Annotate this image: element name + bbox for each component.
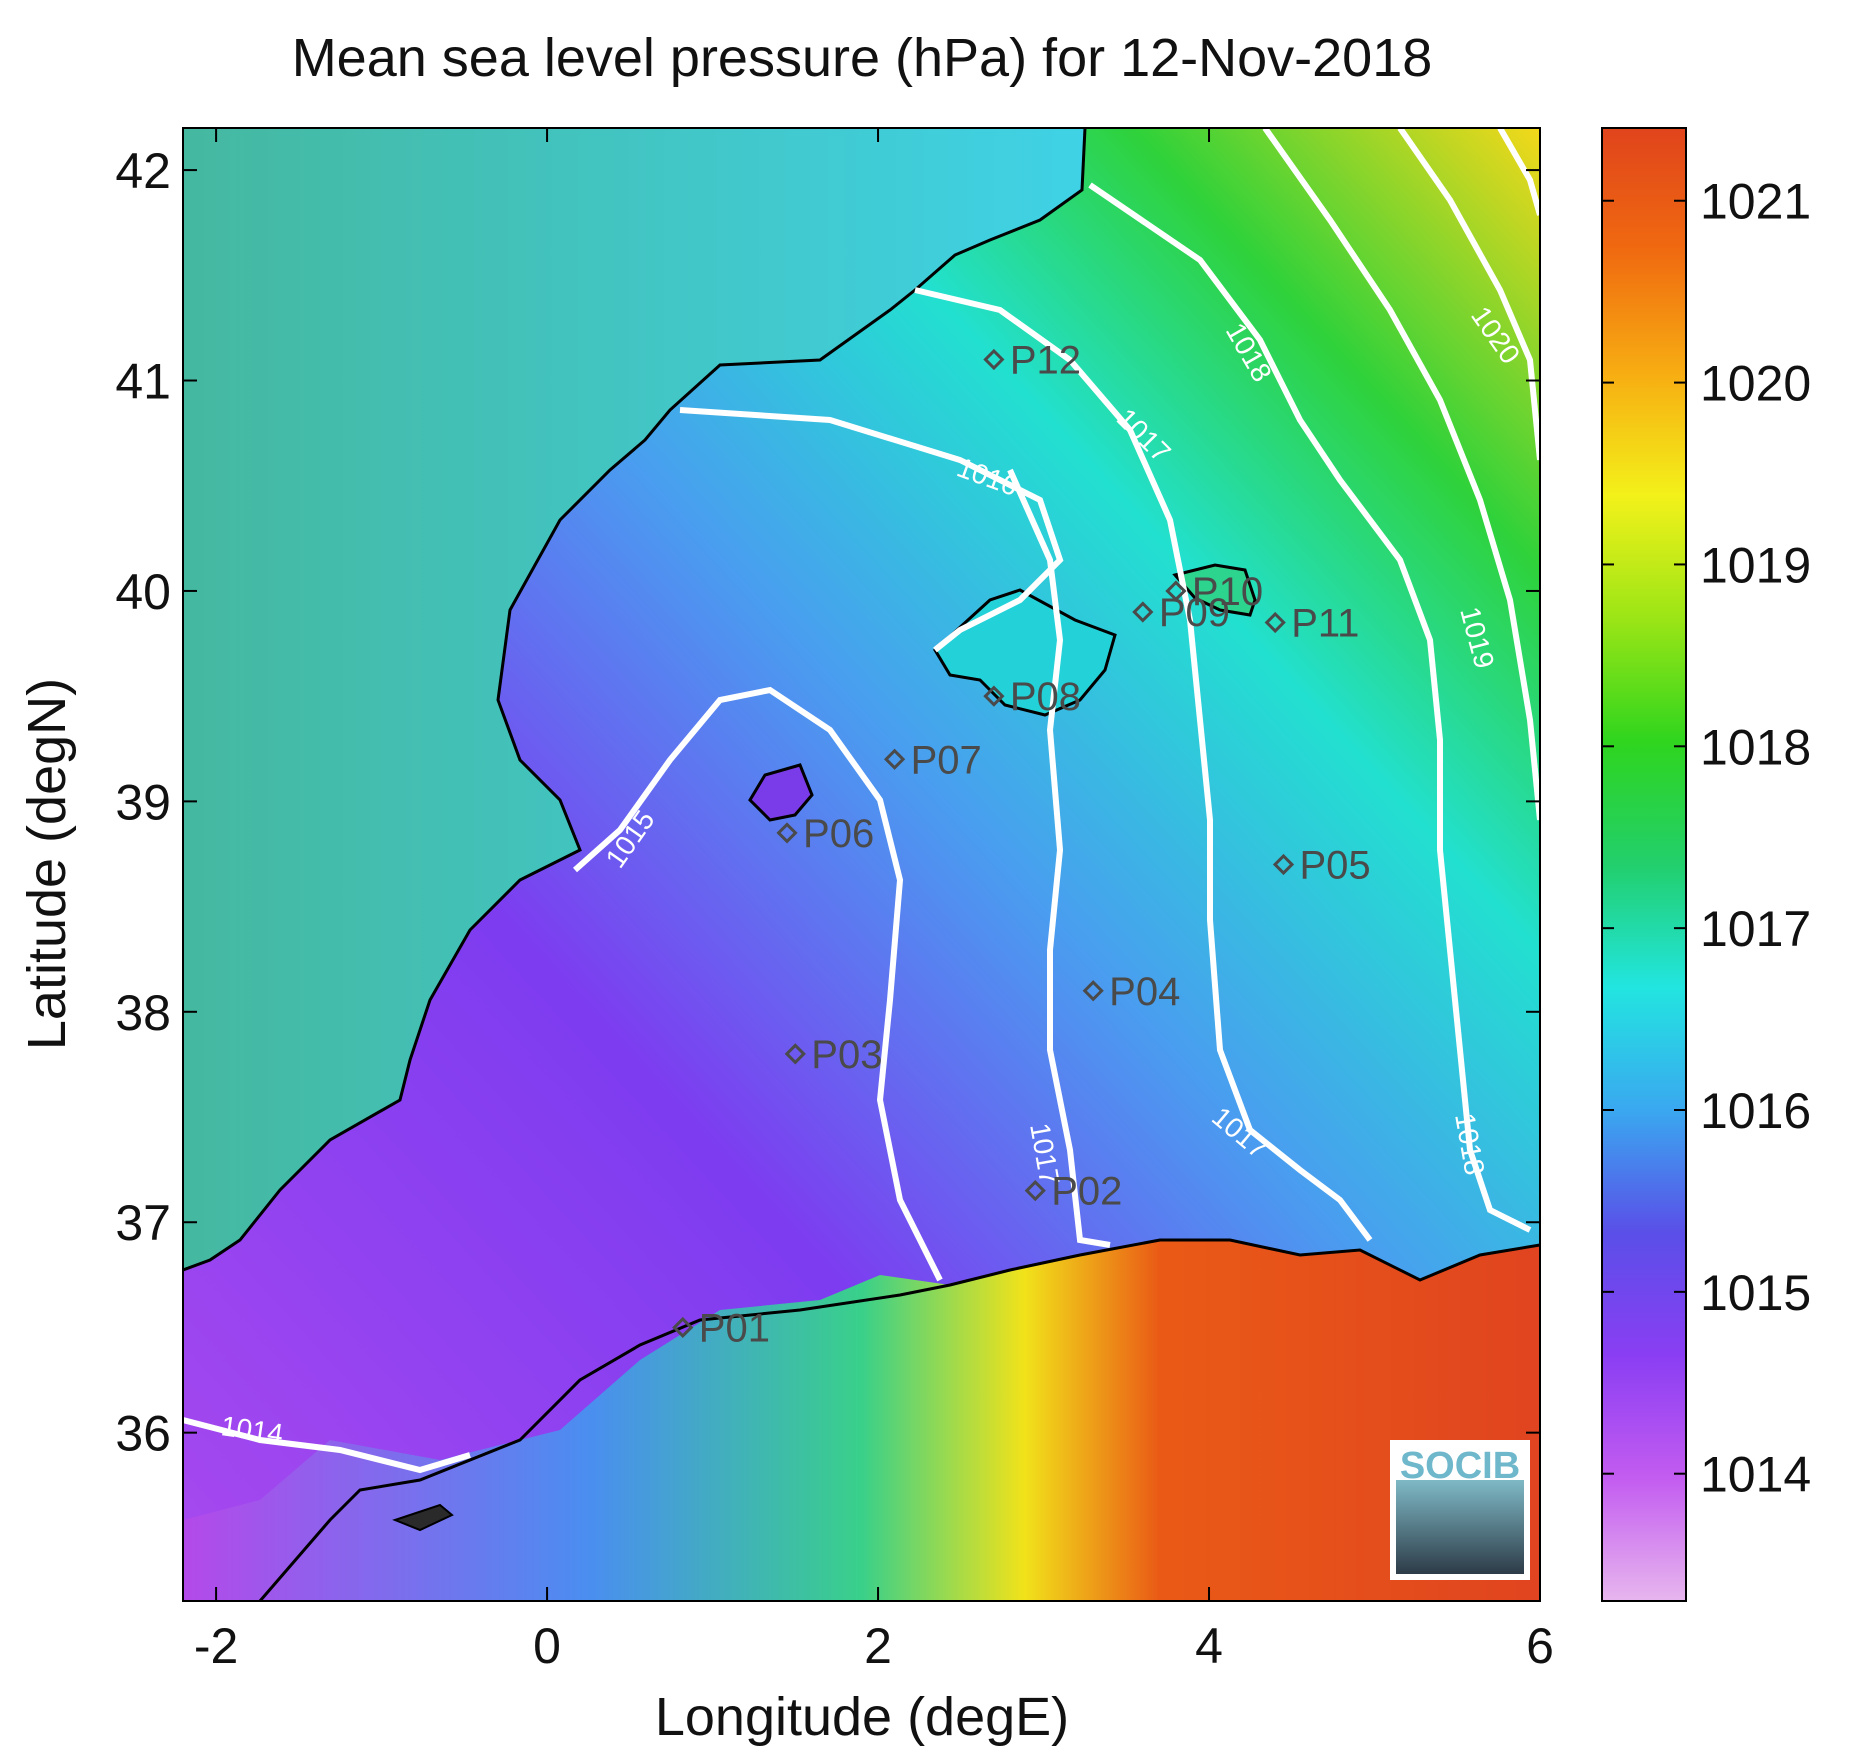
station-label: P01 (699, 1306, 770, 1350)
x-tick-label: 6 (1526, 1618, 1554, 1674)
colorbar-ticks: 1014 1015 1016 1017 1018 1019 1020 1021 (1602, 174, 1811, 1503)
x-tick-label: -2 (194, 1618, 238, 1674)
isobar-1019 (1262, 128, 1540, 821)
colorbar-tick-label: 1015 (1700, 1265, 1811, 1321)
isobar-1018 (1088, 182, 1532, 1233)
station-p06: P06 (776, 812, 874, 856)
y-tick-label: 39 (115, 774, 171, 830)
y-axis-label: Latitude (degN) (17, 678, 77, 1050)
station-marker-icon (1165, 580, 1187, 602)
colorbar-tick-label: 1014 (1700, 1447, 1811, 1503)
station-marker-icon (776, 822, 798, 844)
isobar-1016 (679, 407, 1111, 1248)
y-tick-label: 38 (115, 985, 171, 1041)
station-label: P10 (1192, 570, 1263, 614)
station-label: P12 (1010, 338, 1081, 382)
station-label: P09 (1159, 591, 1230, 635)
y-tick-label: 42 (115, 143, 171, 199)
map-area: 1014 1015 1016 1017 1017 1017 1018 1018 … (183, 128, 1540, 1601)
station-marker-icon (1082, 980, 1104, 1002)
station-marker-icon (983, 348, 1005, 371)
station-p04: P04 (1082, 970, 1180, 1014)
socib-logo: SOCIB (1390, 1440, 1530, 1580)
y-axis-ticks: 36 37 38 39 40 41 42 (115, 143, 1540, 1462)
station-marker-icon (1264, 611, 1286, 634)
station-p12: P12 (983, 338, 1081, 382)
station-marker-icon (672, 1316, 694, 1339)
station-label: P08 (1010, 675, 1081, 719)
colorbar-tick-label: 1020 (1700, 356, 1811, 412)
y-tick-label: 36 (115, 1406, 171, 1462)
station-label: P07 (911, 738, 982, 782)
station-label: P05 (1299, 844, 1370, 888)
station-label: P03 (811, 1033, 882, 1077)
isobar-1020 (1397, 128, 1540, 461)
isobar-1015 (573, 686, 943, 1282)
colorbar-tick-label: 1021 (1700, 174, 1811, 230)
y-tick-label: 37 (115, 1195, 171, 1251)
isobar-1021 (1497, 128, 1540, 216)
isobar-1014 (183, 1417, 471, 1474)
station-p08: P08 (983, 675, 1081, 719)
station-p03: P03 (784, 1033, 882, 1077)
colorbar-tick-label: 1019 (1700, 537, 1811, 593)
station-p10: P10 (1165, 570, 1263, 614)
station-label: P11 (1291, 602, 1359, 646)
station-marker-icon (983, 685, 1005, 707)
y-tick-label: 40 (115, 564, 171, 620)
station-p01: P01 (672, 1306, 770, 1350)
x-tick-label: 4 (1195, 1618, 1223, 1674)
station-p05: P05 (1272, 844, 1371, 888)
socib-logo-text: SOCIB (1400, 1445, 1520, 1487)
coastline-africa (258, 1238, 1540, 1601)
north-africa-landmass (183, 1240, 1540, 1601)
isobars (183, 128, 1540, 1474)
coastline-iberia (183, 128, 1087, 1272)
colorbar-tick-label: 1016 (1700, 1083, 1811, 1139)
station-marker-icon (1024, 1180, 1046, 1202)
colorbar-tick-label: 1017 (1700, 901, 1811, 957)
station-marker-icon (1132, 601, 1154, 623)
iberia-landmass (183, 128, 1085, 1270)
station-label: P06 (803, 812, 874, 856)
y-tick-label: 41 (115, 354, 171, 410)
isobar-1017 (914, 287, 1373, 1242)
menorca-island (1172, 563, 1257, 617)
station-p02: P02 (1024, 1170, 1122, 1214)
station-p09: P09 (1132, 591, 1230, 635)
alboran-island (392, 1503, 454, 1532)
station-p07: P07 (883, 738, 982, 782)
station-p11: P11 (1264, 602, 1359, 646)
colorbar (1601, 127, 1687, 1602)
station-marker-icon (883, 748, 906, 770)
station-marker-icon (784, 1043, 806, 1065)
station-label: P04 (1109, 970, 1180, 1014)
ibiza-island (748, 763, 814, 822)
x-tick-label: 0 (533, 1618, 561, 1674)
x-tick-label: 2 (864, 1618, 892, 1674)
x-axis-ticks: -2 0 2 4 6 (194, 128, 1554, 1674)
station-label: P02 (1051, 1170, 1122, 1214)
x-axis-label: Longitude (degE) (655, 1687, 1069, 1747)
chart-title: Mean sea level pressure (hPa) for 12-Nov… (292, 28, 1433, 88)
colorbar-tick-label: 1018 (1700, 719, 1811, 775)
plot-frame (182, 127, 1541, 1602)
station-marker-icon (1272, 853, 1295, 876)
